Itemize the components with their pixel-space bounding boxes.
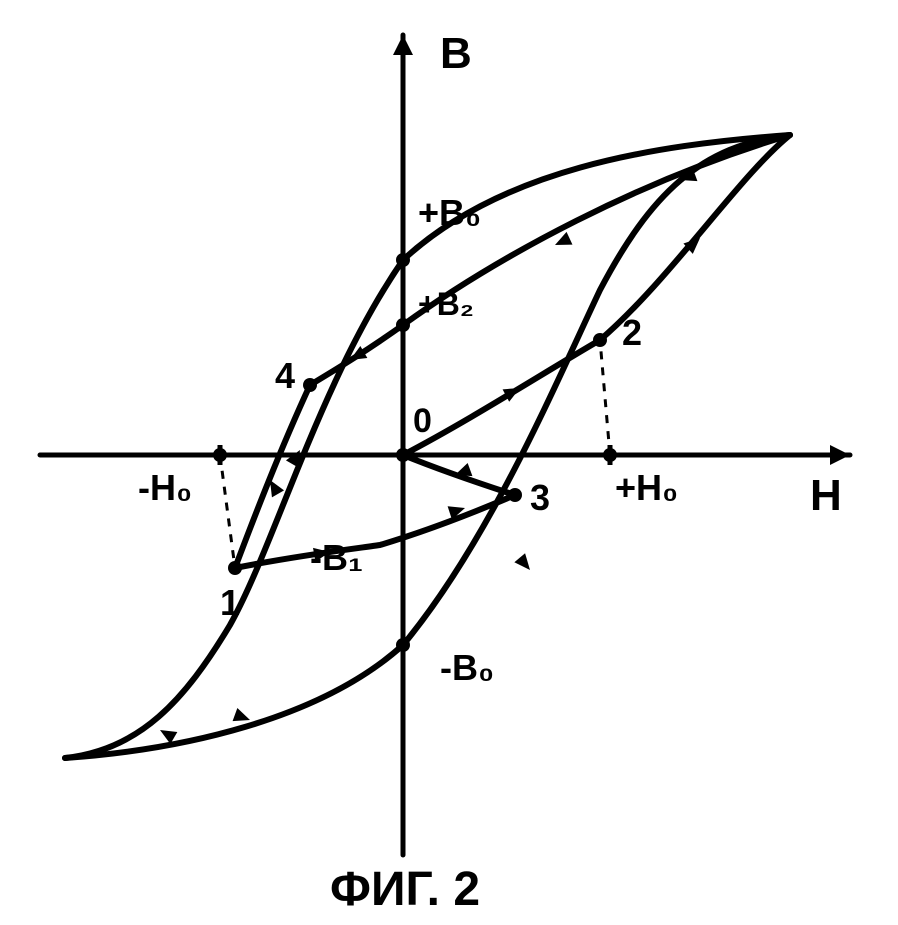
label-axis-B: B — [440, 29, 472, 78]
keypoint-dot-5 — [396, 638, 410, 652]
label-axis-H: H — [810, 471, 842, 520]
keypoint-dot-7 — [396, 448, 410, 462]
keypoint-dot-4 — [396, 253, 410, 267]
label-plus-H0: +H₀ — [615, 467, 678, 508]
label-minus-B0: -B₀ — [440, 647, 494, 688]
label-origin: 0 — [413, 402, 432, 440]
keypoint-dot-9 — [603, 448, 617, 462]
keypoint-dot-3 — [303, 378, 317, 392]
label-plus-B0: +B₀ — [418, 192, 481, 233]
label-plus-B2: +B₂ — [418, 286, 474, 322]
keypoint-dot-0 — [228, 561, 242, 575]
keypoint-dot-2 — [508, 488, 522, 502]
keypoint-dot-8 — [213, 448, 227, 462]
label-n2: 2 — [622, 312, 642, 353]
label-caption: ФИГ. 2 — [330, 863, 480, 916]
label-n4: 4 — [275, 355, 295, 396]
label-minus-H0: -H₀ — [138, 467, 192, 508]
label-n1: 1 — [220, 582, 240, 623]
keypoint-dot-6 — [396, 318, 410, 332]
keypoint-dot-1 — [593, 333, 607, 347]
label-n3: 3 — [530, 477, 550, 518]
hysteresis-diagram: 0 B H +B₀ -B₀ +B₂ -B₁ -H₀ +H₀ 1 2 3 4 ФИГ. 2 — [0, 0, 898, 925]
label-minus-B1: -B₁ — [310, 537, 363, 578]
